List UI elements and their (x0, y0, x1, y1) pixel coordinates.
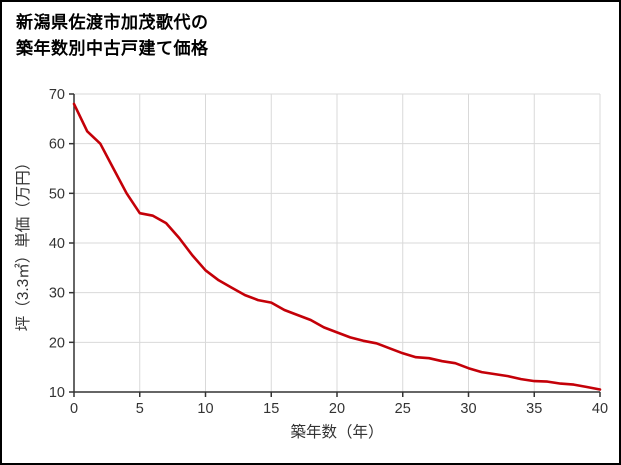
y-tick-label: 40 (49, 236, 65, 252)
chart-title-line1: 新潟県佐渡市加茂歌代の (16, 13, 209, 32)
x-tick-label: 5 (136, 401, 144, 417)
x-tick-label: 10 (197, 401, 213, 417)
y-tick-label: 10 (49, 385, 65, 401)
y-tick-label: 20 (49, 335, 65, 351)
x-tick-label: 40 (592, 401, 608, 417)
y-tick-label: 60 (49, 137, 65, 153)
x-tick-label: 35 (526, 401, 542, 417)
y-tick-label: 50 (49, 186, 65, 202)
x-axis-label: 築年数（年） (290, 423, 383, 441)
y-tick-label: 70 (49, 87, 65, 103)
x-tick-label: 0 (70, 401, 78, 417)
x-tick-label: 15 (263, 401, 279, 417)
y-axis-label: 坪（3.3㎡）単価（万円） (14, 155, 32, 332)
x-tick-label: 20 (329, 401, 345, 417)
y-tick-label: 30 (49, 286, 65, 302)
x-tick-label: 30 (460, 401, 476, 417)
chart-title: 新潟県佐渡市加茂歌代の 築年数別中古戸建て価格 (16, 10, 209, 61)
chart-title-line2: 築年数別中古戸建て価格 (16, 38, 209, 58)
x-tick-label: 25 (395, 401, 411, 417)
price-line-series (72, 102, 602, 391)
